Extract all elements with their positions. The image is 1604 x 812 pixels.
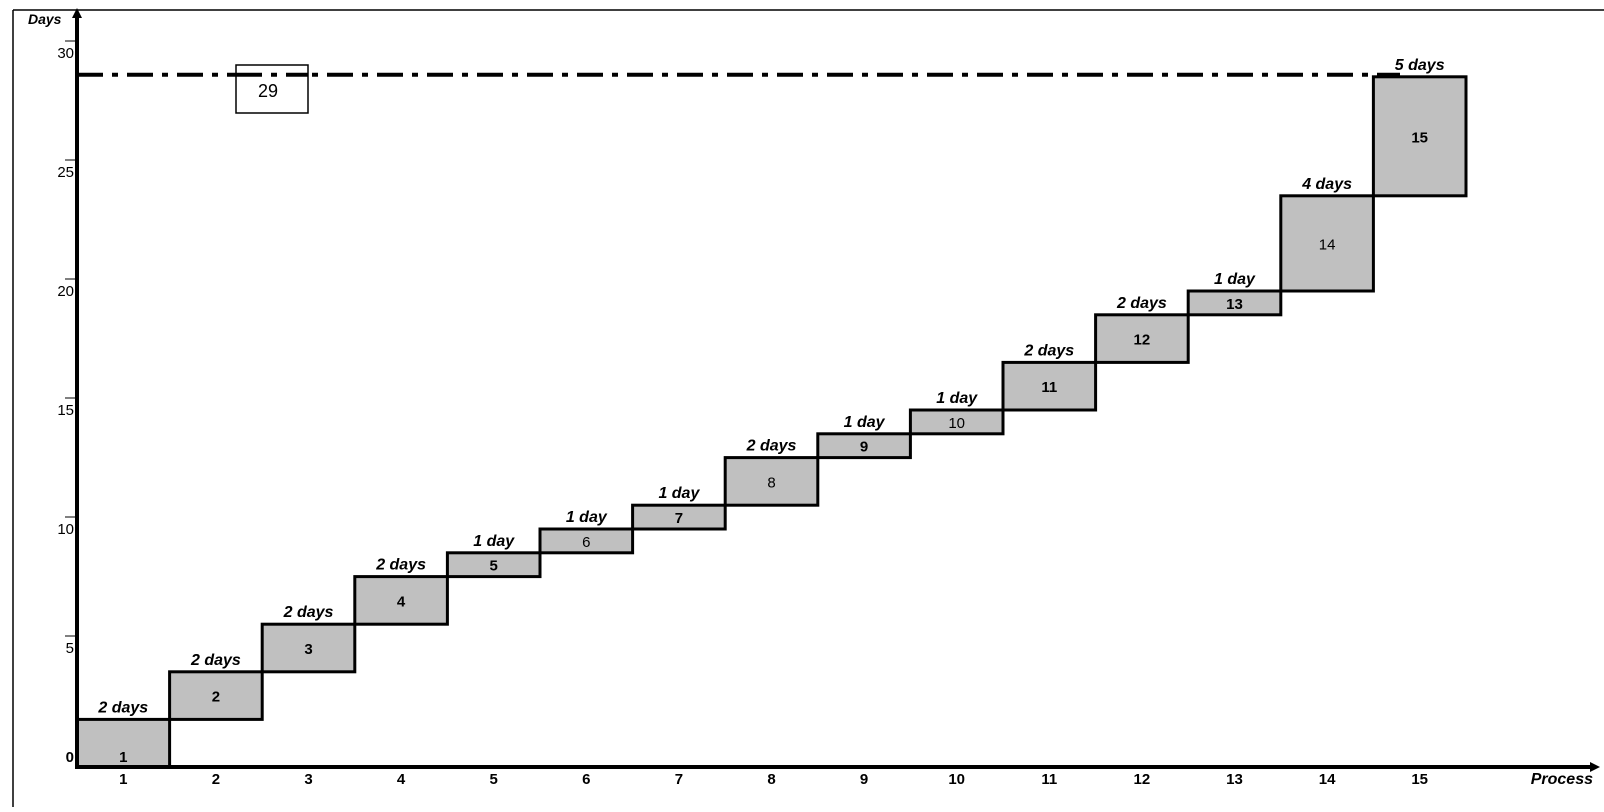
process-bar-14 xyxy=(1279,194,1375,293)
process-number-label: 8 xyxy=(767,474,775,491)
duration-label: 2 days xyxy=(283,604,334,621)
x-tick-label: 5 xyxy=(490,771,498,788)
duration-label: 2 days xyxy=(746,438,797,455)
duration-labels: 2 days 2 days 2 days 2 days 1 day 1 day 1 day 2… xyxy=(97,57,1444,717)
duration-label: 5 days xyxy=(1395,57,1445,74)
process-number-label: 4 xyxy=(397,593,406,610)
process-number-label: 11 xyxy=(1041,379,1057,396)
y-axis-title: Days xyxy=(28,11,62,27)
x-axis-arrow xyxy=(1590,762,1600,772)
process-bar-13 xyxy=(1186,289,1283,317)
chart-frame xyxy=(12,9,1604,807)
duration-label: 1 day xyxy=(473,533,515,550)
process-bar-9 xyxy=(816,432,912,460)
y-tick-label: 20 xyxy=(57,283,74,300)
process-number-label: 5 xyxy=(490,558,498,575)
axes: 1 2 3 4 5 6 7 8 9 10 11 12 13 14 15051015202530DaysPro… xyxy=(28,8,1600,788)
duration-label: 1 day xyxy=(936,390,978,407)
y-tick-label: 25 xyxy=(57,164,74,181)
process-number-label: 14 xyxy=(1319,236,1336,253)
duration-label: 2 days xyxy=(1023,342,1074,359)
total-duration-label: 29 xyxy=(258,81,278,101)
x-axis-title: Process xyxy=(1531,771,1593,788)
y-axis-arrow xyxy=(72,8,82,18)
duration-label: 1 day xyxy=(658,485,700,502)
process-bar-7 xyxy=(631,503,727,531)
x-tick-label: 10 xyxy=(948,771,965,788)
x-tick-label: 11 xyxy=(1041,771,1057,788)
process-number-label: 10 xyxy=(948,415,965,432)
process-bar-12 xyxy=(1094,313,1190,364)
duration-label: 2 days xyxy=(97,699,148,716)
process-number-label: 2 xyxy=(212,689,220,706)
x-tick-label: 3 xyxy=(304,771,312,788)
x-tick-label: 7 xyxy=(675,771,683,788)
process-bar-8 xyxy=(723,456,820,507)
duration-label: 2 days xyxy=(1116,295,1167,312)
duration-label: 4 days xyxy=(1301,176,1352,193)
x-tick-label: 12 xyxy=(1134,771,1151,788)
x-tick-label: 6 xyxy=(582,771,590,788)
process-bar-2 xyxy=(168,670,264,721)
process-number-label: 12 xyxy=(1134,332,1151,349)
total-annotation: 29 xyxy=(77,64,1400,114)
y-tick-label: 0 xyxy=(66,749,74,766)
x-tick-label: 9 xyxy=(860,771,868,788)
process-number-label: 13 xyxy=(1226,296,1243,313)
process-bar-11 xyxy=(1001,360,1098,412)
y-tick-label: 5 xyxy=(66,640,74,657)
process-bar-15 xyxy=(1371,75,1468,198)
y-tick-label: 15 xyxy=(57,402,74,419)
x-tick-label: 14 xyxy=(1319,771,1336,788)
process-bar-3 xyxy=(260,622,357,674)
process-number-label: 1 xyxy=(119,749,127,766)
y-tick-label: 30 xyxy=(57,45,74,62)
x-tick-label: 1 xyxy=(119,771,127,788)
process-number-label: 3 xyxy=(304,641,312,658)
duration-label: 1 day xyxy=(1214,271,1256,288)
duration-label: 1 day xyxy=(566,509,608,526)
process-number-label: 15 xyxy=(1411,129,1428,146)
x-tick-label: 2 xyxy=(212,771,220,788)
duration-label: 2 days xyxy=(190,652,241,669)
process-bar-6 xyxy=(538,527,635,555)
process-number-label: 6 xyxy=(582,534,590,551)
x-tick-label: 4 xyxy=(397,771,406,788)
process-bar-5 xyxy=(445,551,542,579)
process-bar-4 xyxy=(353,575,449,626)
process-number-label: 7 xyxy=(675,510,683,527)
process-bar-10 xyxy=(908,408,1005,436)
process-number-label: 9 xyxy=(860,439,868,456)
x-tick-label: 13 xyxy=(1226,771,1243,788)
x-tick-label: 15 xyxy=(1411,771,1428,788)
x-tick-label: 8 xyxy=(767,771,775,788)
duration-label: 2 days xyxy=(375,557,426,574)
y-tick-label: 10 xyxy=(57,521,74,538)
duration-label: 1 day xyxy=(844,414,886,431)
